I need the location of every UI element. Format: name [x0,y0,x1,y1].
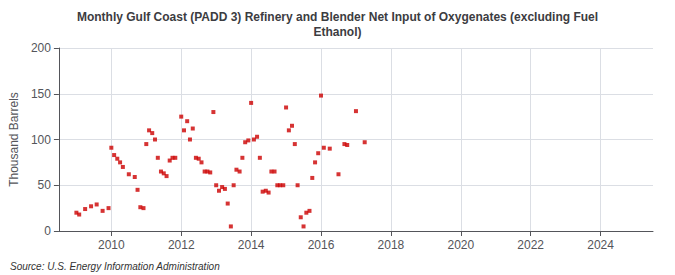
svg-text:2024: 2024 [587,238,614,252]
svg-text:150: 150 [31,87,51,101]
svg-text:100: 100 [31,133,51,147]
svg-text:Source: U.S. Energy Informatio: Source: U.S. Energy Information Administ… [10,261,220,272]
svg-text:0: 0 [44,224,51,238]
svg-text:2010: 2010 [98,238,125,252]
svg-text:2022: 2022 [517,238,544,252]
svg-text:2020: 2020 [447,238,474,252]
svg-text:2014: 2014 [238,238,265,252]
svg-text:50: 50 [38,178,52,192]
svg-text:Thousand Barrels: Thousand Barrels [7,92,21,187]
svg-text:2018: 2018 [378,238,405,252]
svg-text:Monthly Gulf Coast (PADD 3) Re: Monthly Gulf Coast (PADD 3) Refinery and… [77,10,598,24]
svg-text:Ethanol): Ethanol) [314,25,362,39]
svg-text:2012: 2012 [168,238,195,252]
svg-text:200: 200 [31,41,51,55]
svg-text:2016: 2016 [308,238,335,252]
